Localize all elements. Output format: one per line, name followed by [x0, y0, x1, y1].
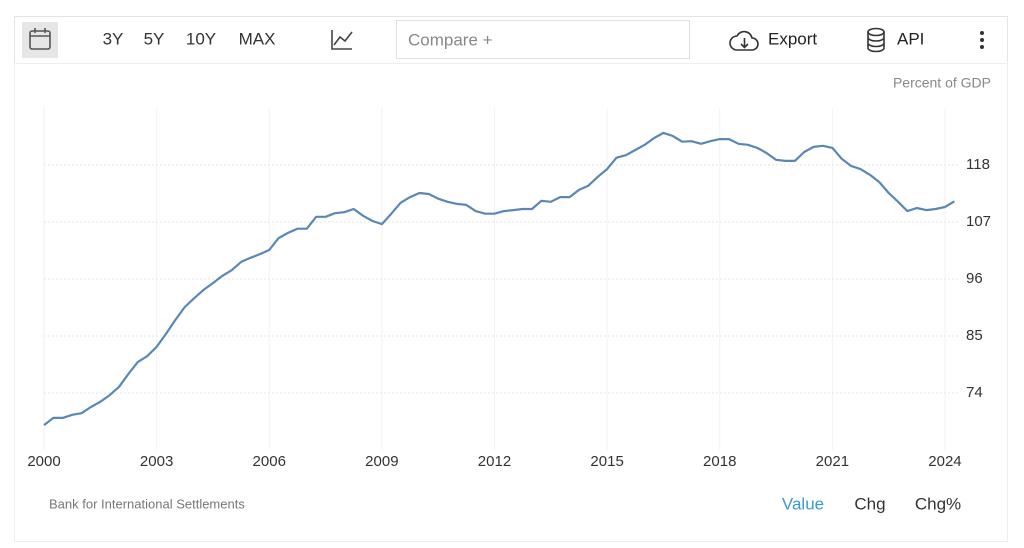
more-button[interactable] [980, 31, 984, 49]
x-tick-label: 2006 [253, 453, 286, 470]
compare-input[interactable] [396, 20, 690, 59]
x-tick-label: 2000 [27, 453, 60, 470]
y-tick-label: 96 [966, 270, 983, 287]
y-tick-label: 118 [966, 156, 990, 173]
view-tab[interactable]: Chg% [915, 494, 961, 513]
view-tab[interactable]: Value [782, 494, 824, 513]
export-button[interactable]: Export [729, 29, 817, 51]
data-line [43, 131, 955, 426]
chart-type-button[interactable] [331, 30, 353, 50]
x-tick-label: 2003 [140, 453, 173, 470]
export-label: Export [768, 29, 817, 48]
view-tab[interactable]: Chg [854, 494, 885, 513]
range-button[interactable]: 5Y [144, 29, 165, 48]
unit-label: Percent of GDP [893, 75, 991, 91]
x-tick-label: 2024 [928, 453, 961, 470]
x-tick-label: 2015 [590, 453, 623, 470]
compare-placeholder: Compare + [408, 30, 493, 49]
x-tick-label: 2009 [365, 453, 398, 470]
x-tick-label: 2018 [703, 453, 736, 470]
y-tick-label: 74 [966, 384, 983, 401]
source-label: Bank for International Settlements [49, 496, 245, 511]
range-button[interactable]: MAX [239, 29, 276, 48]
api-label: API [897, 29, 924, 48]
range-button[interactable]: 3Y [103, 29, 124, 48]
calendar-button[interactable] [22, 22, 58, 58]
x-tick-label: 2012 [478, 453, 511, 470]
x-tick-label: 2021 [816, 453, 849, 470]
range-button[interactable]: 10Y [186, 29, 216, 48]
y-tick-label: 107 [966, 213, 991, 230]
chart-panel [14, 63, 1008, 542]
y-tick-label: 85 [966, 327, 983, 344]
api-button[interactable]: API [867, 27, 924, 53]
